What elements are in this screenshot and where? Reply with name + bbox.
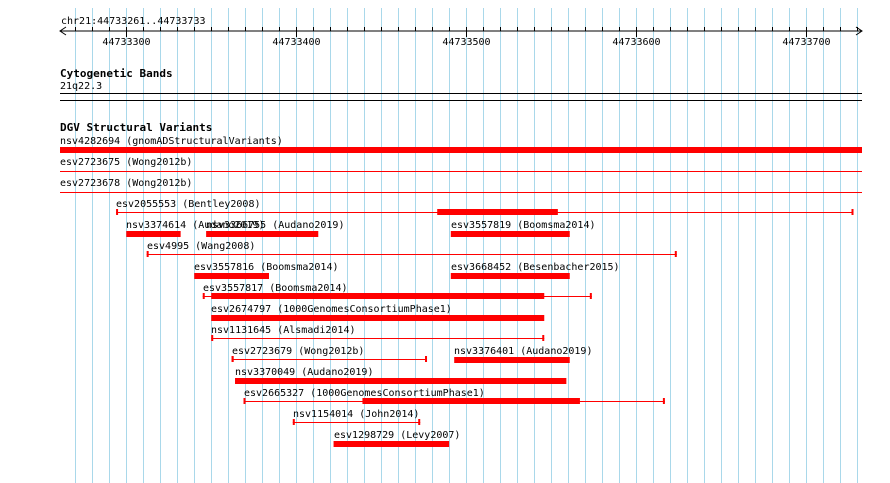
tick-label: 44733400	[272, 37, 320, 48]
variant-right-cap	[542, 335, 545, 341]
variant-feature[interactable]: esv2674797 (1000GenomesConsortiumPhase1)	[211, 304, 545, 321]
variant-line	[60, 192, 862, 193]
ruler-ticks: 44733300 44733400 44733500 44733600 44733700	[75, 27, 858, 48]
variant-feature[interactable]: esv3557819 (Boomsma2014)	[450, 220, 596, 237]
variant-label: esv2723678 (Wong2012b)	[60, 178, 192, 189]
variant-label: esv2723675 (Wong2012b)	[60, 157, 192, 168]
variant-feature[interactable]: esv3668452 (Besenbacher2015)	[450, 262, 620, 279]
variant-label: esv2665327 (1000GenomesConsortiumPhase1)	[244, 388, 485, 399]
variant-label: nsv3370049 (Audano2019)	[235, 367, 373, 378]
variant-bar	[211, 315, 545, 321]
variant-label: nsv3366755 (Audano2019)	[206, 220, 344, 231]
variant-label: esv3668452 (Besenbacher2015)	[451, 262, 620, 273]
variant-label: esv3557816 (Boomsma2014)	[194, 262, 339, 273]
variant-label: esv4995 (Wang2008)	[147, 241, 255, 252]
variant-feature[interactable]: esv2723679 (Wong2012b)	[231, 346, 428, 362]
variant-right-cap	[425, 356, 428, 362]
tick-label: 44733300	[102, 37, 150, 48]
variant-right-cap	[851, 209, 854, 215]
variant-label: nsv1154014 (John2014)	[293, 409, 419, 420]
dgv-track-title: DGV Structural Variants	[60, 121, 212, 134]
variant-feature[interactable]: esv1298729 (Levy2007)	[333, 430, 461, 447]
variant-left-cap	[116, 209, 119, 215]
variant-bar	[60, 147, 862, 153]
variant-label: nsv1131645 (Alsmadi2014)	[211, 325, 356, 336]
variant-feature[interactable]: nsv1154014 (John2014)	[292, 409, 421, 425]
tick-label: 44733700	[782, 37, 830, 48]
variant-feature[interactable]: nsv3374614 (Audano2019)	[126, 220, 264, 237]
variant-bar	[454, 357, 570, 363]
variant-feature[interactable]: nsv3366755 (Audano2019)	[206, 220, 344, 237]
tick-label: 44733500	[442, 37, 490, 48]
variant-bar	[450, 231, 570, 237]
variant-feature[interactable]: nsv3376401 (Audano2019)	[454, 346, 592, 363]
variant-bar	[333, 441, 450, 447]
variant-thick-region	[231, 356, 234, 362]
variant-feature[interactable]: esv2055553 (Bentley2008)	[116, 199, 854, 215]
variant-line	[146, 254, 677, 255]
variant-right-cap	[418, 419, 421, 425]
ruler-left-arrow-icon	[59, 26, 67, 36]
ruler-track[interactable]: chr21:44733261..44733733 44733300 4473340…	[59, 16, 863, 48]
variant-label: esv2674797 (1000GenomesConsortiumPhase1)	[211, 304, 452, 315]
variant-feature[interactable]: esv2723675 (Wong2012b)	[60, 157, 862, 172]
variant-feature[interactable]: nsv1131645 (Alsmadi2014)	[211, 325, 545, 341]
variant-line	[231, 359, 428, 360]
variant-feature[interactable]: esv2723678 (Wong2012b)	[60, 178, 862, 193]
variant-feature[interactable]: esv3557816 (Boomsma2014)	[194, 262, 339, 279]
cytoband-bar-top	[60, 93, 862, 94]
variant-line	[211, 338, 545, 339]
cytoband-track-title: Cytogenetic Bands	[60, 67, 173, 80]
variant-label: nsv4282694 (gnomADStructuralVariants)	[60, 136, 283, 147]
variant-bar	[194, 273, 269, 279]
variant-right-cap	[662, 398, 665, 404]
variant-bar	[235, 378, 567, 384]
variant-label: nsv3374614 (Audano2019)	[126, 220, 264, 231]
variant-bar	[206, 231, 319, 237]
variant-feature[interactable]: nsv3370049 (Audano2019)	[235, 367, 567, 384]
variant-bar	[450, 273, 570, 279]
variant-bar	[126, 231, 181, 237]
variant-label: esv1298729 (Levy2007)	[334, 430, 460, 441]
variant-label: esv2723679 (Wong2012b)	[232, 346, 364, 357]
cytoband-track[interactable]: Cytogenetic Bands 21q22.3	[60, 67, 862, 101]
cytoband-label: 21q22.3	[60, 81, 102, 92]
dgv-features: nsv4282694 (gnomADStructuralVariants) esv…	[60, 136, 862, 447]
cytoband-bar-bottom	[60, 100, 862, 101]
variant-line	[60, 171, 862, 172]
variant-label: esv3557817 (Boomsma2014)	[203, 283, 348, 294]
variant-label: nsv3376401 (Audano2019)	[454, 346, 592, 357]
variant-left-cap	[202, 293, 205, 299]
variant-left-cap	[211, 335, 214, 341]
dgv-track[interactable]: DGV Structural Variants nsv4282694 (gnom…	[60, 121, 862, 447]
variant-left-cap	[243, 398, 246, 404]
variant-line	[292, 422, 421, 423]
location-label: chr21:44733261..44733733	[61, 16, 206, 27]
variant-right-cap	[674, 251, 677, 257]
variant-thick-region	[211, 293, 545, 299]
variant-left-cap	[292, 419, 295, 425]
variant-right-cap	[589, 293, 592, 299]
variant-feature[interactable]: nsv4282694 (gnomADStructuralVariants)	[60, 136, 862, 153]
variant-label: esv2055553 (Bentley2008)	[116, 199, 261, 210]
variant-feature[interactable]: esv3557817 (Boomsma2014)	[202, 283, 592, 299]
tick-label: 44733600	[612, 37, 660, 48]
variant-label: esv3557819 (Boomsma2014)	[451, 220, 596, 231]
variant-thick-region	[362, 398, 580, 404]
variant-feature[interactable]: esv4995 (Wang2008)	[146, 241, 677, 257]
variant-thick-region	[437, 209, 558, 215]
variant-feature[interactable]: esv2665327 (1000GenomesConsortiumPhase1)	[243, 388, 665, 404]
variant-left-cap	[146, 251, 149, 257]
